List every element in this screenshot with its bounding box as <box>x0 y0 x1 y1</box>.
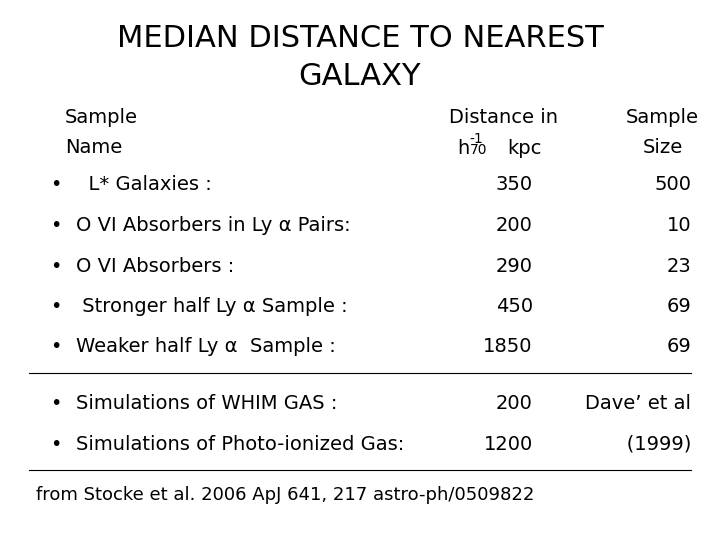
Text: Stronger half Ly α Sample :: Stronger half Ly α Sample : <box>76 297 347 316</box>
Text: Sample: Sample <box>65 108 138 127</box>
Text: 200: 200 <box>496 216 533 235</box>
Text: 70: 70 <box>469 143 487 157</box>
Text: 450: 450 <box>495 297 533 316</box>
Text: O VI Absorbers :: O VI Absorbers : <box>76 256 234 275</box>
Text: 200: 200 <box>496 394 533 413</box>
Text: 69: 69 <box>667 338 691 356</box>
Text: •: • <box>50 176 62 194</box>
Text: -1: -1 <box>469 132 483 146</box>
Text: from Stocke et al. 2006 ApJ 641, 217 astro-ph/0509822: from Stocke et al. 2006 ApJ 641, 217 ast… <box>36 486 534 504</box>
Text: (1999): (1999) <box>608 435 691 454</box>
Text: O VI Absorbers in Ly α Pairs:: O VI Absorbers in Ly α Pairs: <box>76 216 350 235</box>
Text: Name: Name <box>65 138 122 157</box>
Text: Size: Size <box>642 138 683 157</box>
Text: •: • <box>50 338 62 356</box>
Text: Simulations of WHIM GAS :: Simulations of WHIM GAS : <box>76 394 337 413</box>
Text: •: • <box>50 435 62 454</box>
Text: •: • <box>50 216 62 235</box>
Text: kpc: kpc <box>508 139 542 158</box>
Text: •: • <box>50 394 62 413</box>
Text: h: h <box>457 139 469 158</box>
Text: MEDIAN DISTANCE TO NEAREST: MEDIAN DISTANCE TO NEAREST <box>117 24 603 53</box>
Text: 350: 350 <box>495 176 533 194</box>
Text: Sample: Sample <box>626 108 699 127</box>
Text: 500: 500 <box>654 176 691 194</box>
Text: 1850: 1850 <box>483 338 533 356</box>
Text: 69: 69 <box>667 297 691 316</box>
Text: Dave’ et al: Dave’ et al <box>585 394 691 413</box>
Text: Simulations of Photo-ionized Gas:: Simulations of Photo-ionized Gas: <box>76 435 404 454</box>
Text: Distance in: Distance in <box>449 108 559 127</box>
Text: Weaker half Ly α  Sample :: Weaker half Ly α Sample : <box>76 338 336 356</box>
Text: •: • <box>50 256 62 275</box>
Text: GALAXY: GALAXY <box>299 62 421 91</box>
Text: •: • <box>50 297 62 316</box>
Text: 290: 290 <box>496 256 533 275</box>
Text: 23: 23 <box>667 256 691 275</box>
Text: L* Galaxies :: L* Galaxies : <box>76 176 212 194</box>
Text: 10: 10 <box>667 216 691 235</box>
Text: 1200: 1200 <box>484 435 533 454</box>
